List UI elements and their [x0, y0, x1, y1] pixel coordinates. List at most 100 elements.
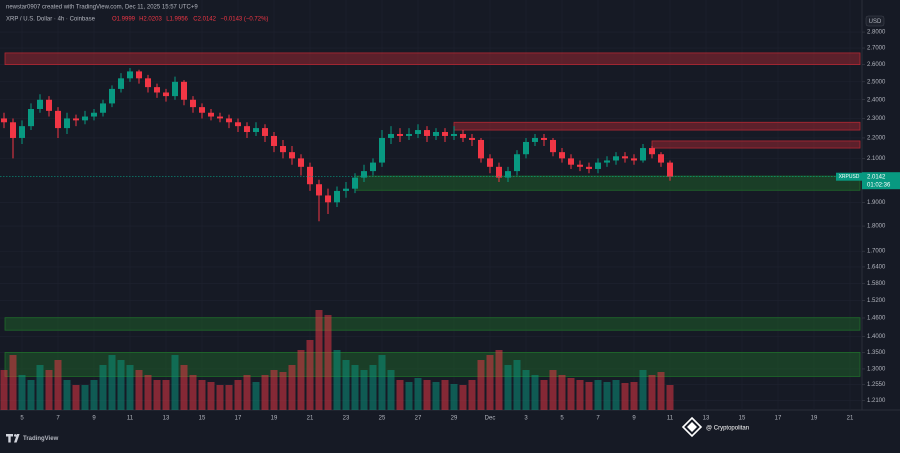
- zone: [4, 52, 861, 66]
- candle-body: [199, 107, 205, 113]
- y-tick-label: 2.6000: [867, 62, 886, 68]
- candle-body: [244, 126, 250, 133]
- volume-bar: [18, 375, 26, 410]
- volume-bar: [324, 315, 332, 410]
- volume-bar: [450, 384, 458, 410]
- candle-body: [469, 137, 475, 140]
- y-tick-label: 1.4000: [867, 334, 886, 340]
- volume-bar: [666, 385, 674, 410]
- ohlc-value: O1.9999: [112, 17, 136, 23]
- currency: USD: [869, 19, 882, 25]
- candle-body: [397, 133, 403, 136]
- y-tick-label: 2.3000: [867, 116, 886, 122]
- x-tick-label: 25: [379, 416, 386, 422]
- ohlc-value: C2.0142: [193, 17, 216, 23]
- y-tick-label: 1.2550: [867, 382, 886, 388]
- y-tick-label: 1.5800: [867, 281, 886, 287]
- volume-bar: [27, 380, 35, 410]
- candle-body: [631, 158, 637, 161]
- currency-box: [865, 15, 885, 27]
- candle-body: [82, 116, 88, 121]
- volume-bar: [558, 375, 566, 410]
- y-tick-label: 2.2000: [867, 136, 886, 142]
- volume-bar: [513, 360, 521, 410]
- candle-body: [550, 139, 556, 153]
- candle-body: [604, 160, 610, 163]
- volume-bar: [225, 385, 233, 410]
- candle-body: [226, 118, 232, 123]
- candle-body: [10, 122, 16, 138]
- volume-bar: [162, 380, 170, 410]
- volume-bar: [369, 365, 377, 410]
- candle-body: [127, 71, 133, 79]
- volume-bar: [495, 350, 503, 410]
- candle-body: [235, 122, 241, 127]
- x-tick-label: 17: [235, 416, 242, 422]
- volume-bar: [594, 380, 602, 410]
- logo-dot: [14, 434, 17, 437]
- watermark-logo: [681, 416, 703, 438]
- volume-bar: [9, 355, 17, 410]
- candle-body: [181, 81, 187, 100]
- price-box: [862, 172, 900, 190]
- volume-bar: [171, 355, 179, 410]
- candle-body: [109, 88, 115, 104]
- volume-bar: [81, 385, 89, 410]
- volume-bar: [486, 355, 494, 410]
- candle-body: [37, 99, 43, 109]
- candle-body: [541, 137, 547, 140]
- y-tick-label: 2.1000: [867, 156, 886, 162]
- x-tick-label: 23: [343, 416, 350, 422]
- x-tick-label: 9: [632, 416, 636, 422]
- candle-body: [622, 156, 628, 159]
- y-tick-label: 1.8000: [867, 224, 886, 230]
- x-tick-label: 11: [667, 416, 674, 422]
- candle-body: [586, 166, 592, 169]
- candle-body: [406, 133, 412, 136]
- volume-bar: [360, 370, 368, 410]
- candle-body: [289, 152, 295, 159]
- volume-bar: [576, 380, 584, 410]
- candle-body: [433, 132, 439, 136]
- volume-bar: [351, 365, 359, 410]
- candle-body: [262, 128, 268, 136]
- logo-mark: [5, 434, 20, 443]
- x-tick-label: 7: [596, 416, 600, 422]
- volume-bar: [108, 355, 116, 410]
- candle-body: [334, 190, 340, 203]
- watermark-icon-inner: [687, 422, 697, 432]
- volume-pane: [0, 310, 674, 410]
- volume-bar: [0, 370, 8, 410]
- candle-body: [73, 118, 79, 121]
- volume-bar: [252, 382, 260, 410]
- candle-body: [1, 118, 7, 123]
- y-tick-label: 1.2100: [867, 398, 886, 404]
- candle-body: [172, 81, 178, 97]
- volume-bar: [657, 372, 665, 410]
- candle-body: [424, 130, 430, 136]
- candle-body: [505, 171, 511, 178]
- candle-body: [100, 103, 106, 113]
- candle-body: [64, 118, 70, 129]
- x-tick-label: 15: [739, 416, 746, 422]
- candle-body: [55, 110, 61, 129]
- x-tick-label: 13: [163, 416, 170, 422]
- x-tick-label: 27: [415, 416, 422, 422]
- volume-bar: [315, 310, 323, 410]
- candle-body: [442, 132, 448, 136]
- volume-bar: [297, 350, 305, 410]
- volume-bar: [414, 378, 422, 410]
- volume-bar: [342, 360, 350, 410]
- candle-body: [496, 166, 502, 178]
- x-tick-label: 17: [775, 416, 782, 422]
- x-tick-label: 7: [56, 416, 60, 422]
- x-tick-label: 29: [451, 416, 458, 422]
- ohlc-legend: O1.9999 H2.0203 L1.9956 C2.0142 −0.0143 (−0.…: [112, 17, 268, 23]
- volume-bar: [639, 370, 647, 410]
- volume-bar: [135, 370, 143, 410]
- chart-title: XRP / U.S. Dollar · 4h · Coinbase: [6, 17, 96, 23]
- volume-bar: [621, 383, 629, 410]
- ohlc-value: L1.9956: [166, 17, 188, 23]
- volume-bar: [459, 385, 467, 410]
